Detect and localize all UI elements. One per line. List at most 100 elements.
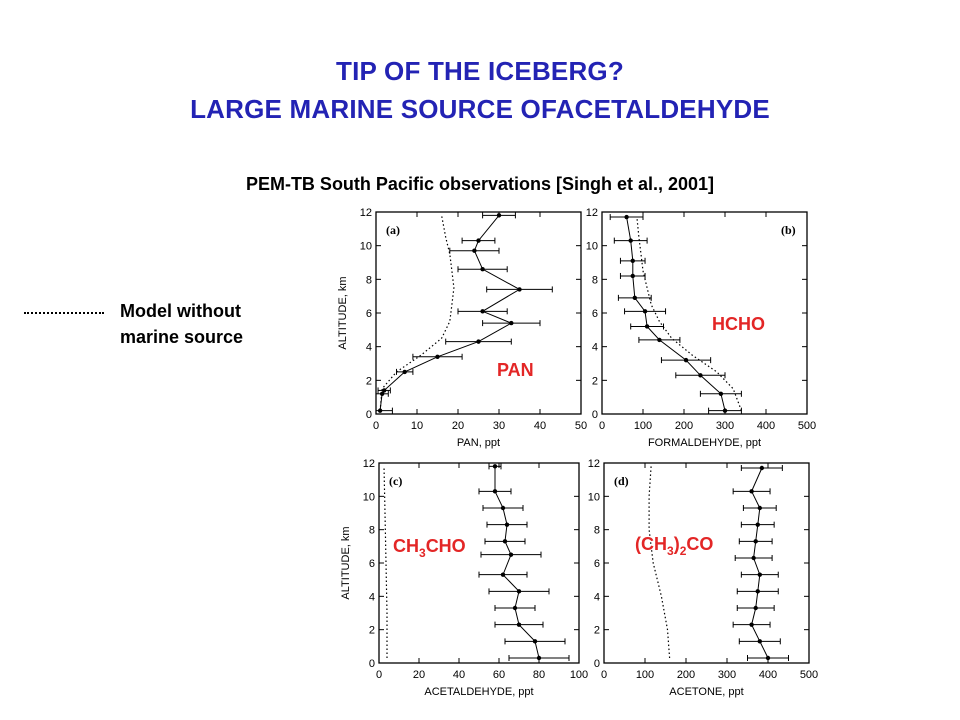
x-axis-label: PAN, ppt [457,437,500,449]
x-tick-label: 0 [373,420,379,432]
data-point [749,489,754,494]
model-line [379,215,455,411]
slide-title-line2: LARGE MARINE SOURCE OFACETALDEHYDE [190,94,770,124]
data-point [508,552,514,557]
y-tick-label: 4 [369,591,375,603]
y-tick-label: 10 [586,241,598,253]
data-point [496,213,502,218]
observed-line [494,466,540,659]
data-point [757,639,762,644]
data-point [630,258,635,264]
data-point [759,465,765,471]
plot-frame [603,462,810,664]
species-label: CH3CHO [393,536,466,560]
data-point [698,373,703,378]
panel-tag: (c) [389,474,402,488]
observed-line [379,215,521,411]
data-point [624,214,629,220]
data-point [722,408,728,413]
model-line [383,466,388,658]
x-tick-label: 20 [452,420,464,432]
y-tick-label: 6 [592,308,598,320]
chart-panel-0: 0 10 20 30 40 50 0 2 4 6 8 10 12 PAN, ppt ALTITUDE, km… [337,207,587,449]
data-point [683,357,689,363]
observed-line [751,467,769,659]
x-tick-label: 100 [634,420,652,432]
legend-line1: Model without [120,301,241,321]
y-tick-label: 4 [592,342,598,354]
y-axis-label: ALTITUDE, km [337,276,349,349]
data-point [753,605,758,611]
data-point [765,655,771,661]
data-point [377,408,383,413]
x-tick-label: 0 [376,669,382,681]
y-tick-label: 0 [594,658,600,670]
panel-tag: (a) [386,223,400,237]
x-tick-label: 40 [534,420,546,432]
model-line [636,217,742,411]
data-point [753,539,758,544]
y-tick-label: 8 [592,274,598,286]
slide-title-line1: TIP OF THE ICEBERG? [336,56,624,86]
y-tick-label: 2 [594,625,600,637]
x-tick-label: 200 [677,669,695,681]
data-point [516,622,522,627]
y-tick-label: 8 [366,274,372,286]
species-label: PAN [497,360,534,380]
data-point [644,324,650,329]
species-label: HCHO [712,314,765,334]
legend: Model without marine source [24,298,314,358]
y-tick-label: 4 [594,591,600,603]
x-tick-label: 200 [675,420,693,432]
data-point [476,238,481,243]
data-point [480,267,485,272]
x-tick-label: 100 [636,669,654,681]
panel-tag: (d) [614,474,629,488]
data-point [500,505,506,511]
panel-tag: (b) [781,223,796,237]
species-label: (CH3)2CO [635,534,713,558]
data-point [480,309,485,314]
data-point [630,273,635,279]
x-axis-label: ACETALDEHYDE, ppt [424,686,533,698]
x-tick-label: 30 [493,420,505,432]
data-point [382,388,387,393]
y-tick-label: 2 [369,625,375,637]
legend-text: Model without marine source [120,298,243,350]
data-point [755,522,760,527]
data-point [502,539,508,544]
x-tick-label: 10 [411,420,423,432]
data-point [757,505,762,511]
y-tick-label: 4 [366,342,372,354]
x-tick-label: 400 [757,420,775,432]
data-point [536,655,542,661]
legend-line2: marine source [120,327,244,347]
y-tick-label: 12 [363,458,375,470]
data-point [492,489,498,494]
y-tick-label: 0 [366,409,372,421]
x-tick-label: 100 [570,669,588,681]
data-point [509,320,514,326]
data-point [632,295,637,301]
data-point [435,354,440,359]
x-tick-label: 300 [718,669,736,681]
legend-dotted-line [24,312,104,314]
y-tick-label: 0 [592,409,598,421]
data-point [492,464,498,469]
x-tick-label: 0 [599,420,605,432]
chart-panel-3: 0 100 200 300 400 500 0 2 4 6 8 10 12 ACETONE, ppt (d)… [588,458,818,698]
y-tick-label: 8 [369,525,375,537]
data-point [476,339,481,344]
x-tick-label: 50 [575,420,587,432]
y-tick-label: 2 [592,375,598,387]
y-tick-label: 12 [588,458,600,470]
data-point [500,572,506,577]
x-axis-label: FORMALDEHYDE, ppt [648,437,761,449]
data-point [532,639,538,644]
data-point [516,589,522,594]
data-point [628,238,633,243]
data-point [472,248,477,253]
x-tick-label: 300 [716,420,734,432]
y-tick-label: 6 [594,558,600,570]
